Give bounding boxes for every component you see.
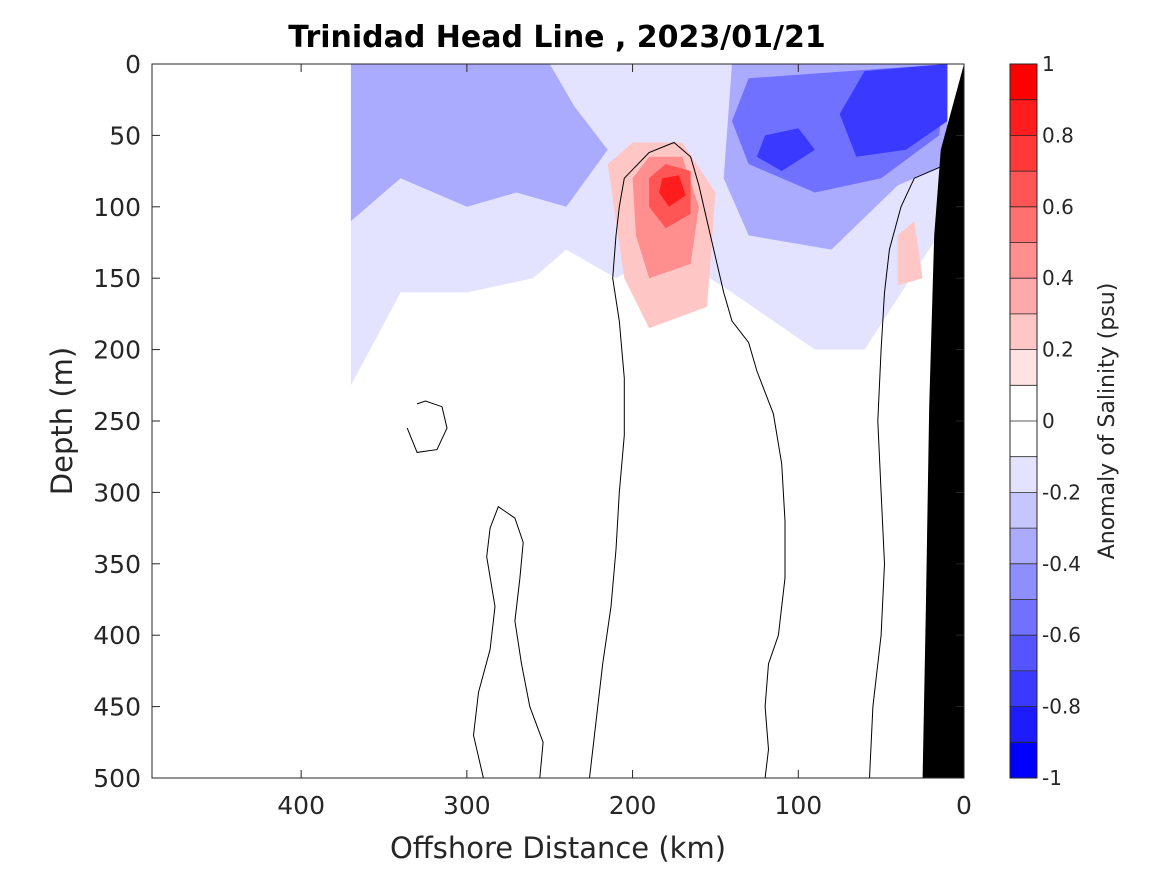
x-tick-label: 400 — [277, 791, 325, 820]
x-axis-label: Offshore Distance (km) — [390, 831, 726, 865]
salinity-fill-region-9 — [659, 175, 686, 207]
colorbar-segment — [1010, 171, 1037, 208]
colorbar-tick-label: 0.2 — [1042, 338, 1074, 362]
seafloor-shape — [922, 64, 964, 778]
zero-contour-line-0 — [406, 400, 448, 453]
colorbar-segment — [1010, 456, 1037, 493]
colorbar-tick-label: 0.4 — [1042, 266, 1074, 290]
colorbar-segment — [1010, 313, 1037, 351]
colorbar-segment — [1010, 670, 1037, 708]
x-tick-label: 0 — [956, 791, 972, 820]
zero-contour-line-2 — [589, 141, 786, 778]
zero-contour-line-1 — [472, 505, 544, 778]
colorbar-segment — [1010, 635, 1037, 672]
y-tick-label: 50 — [109, 121, 141, 150]
colorbar-tick-label: -0.8 — [1042, 695, 1081, 719]
colorbar-segment — [1010, 99, 1037, 136]
y-tick-label: 300 — [93, 478, 141, 507]
seafloor-bathymetry — [922, 64, 964, 778]
y-tick-label: 500 — [93, 764, 141, 793]
y-axis-label: Depth (m) — [45, 347, 79, 495]
colorbar-tick-label: -0.6 — [1042, 623, 1081, 647]
colorbar-segment — [1010, 421, 1037, 458]
y-tick-label: 150 — [93, 264, 141, 293]
colorbar-tick-label: 0.6 — [1042, 195, 1074, 219]
chart-title: Trinidad Head Line , 2023/01/21 — [288, 20, 825, 55]
x-axis-ticks: 400 300 200 100 0 — [277, 64, 972, 820]
colorbar-segment — [1010, 278, 1037, 315]
colorbar-tick-label: 0 — [1042, 409, 1055, 433]
y-tick-label: 0 — [125, 50, 141, 79]
salinity-fill-regions — [350, 64, 948, 386]
zero-contour-line-3 — [869, 149, 952, 778]
colorbar-tick-label: -0.4 — [1042, 552, 1081, 576]
colorbar-ticks: 1 0.8 0.6 0.4 0.2 0 -0.2 -0.4 -0.6 -0.8 -1 — [1010, 52, 1081, 790]
colorbar-segment — [1010, 385, 1037, 422]
colorbar-segment — [1010, 706, 1037, 743]
y-tick-label: 350 — [93, 550, 141, 579]
colorbar-label: Anomaly of Salinity (psu) — [1095, 283, 1120, 560]
y-tick-label: 200 — [93, 336, 141, 365]
colorbar-segment — [1010, 599, 1037, 636]
colorbar — [1009, 63, 1038, 779]
colorbar-segment — [1010, 64, 1037, 101]
colorbar-segment — [1010, 742, 1037, 779]
x-tick-label: 300 — [443, 791, 491, 820]
colorbar-tick-label: 1 — [1042, 52, 1055, 76]
y-tick-label: 450 — [93, 693, 141, 722]
colorbar-segment — [1010, 492, 1037, 529]
colorbar-segment — [1010, 135, 1037, 172]
colorbar-segment — [1010, 563, 1037, 600]
x-tick-label: 200 — [609, 791, 657, 820]
colorbar-segment — [1010, 349, 1037, 386]
salinity-fill-region-10 — [897, 221, 923, 286]
salinity-fill-region-5 — [839, 64, 948, 157]
y-tick-label: 100 — [93, 193, 141, 222]
colorbar-segment — [1010, 206, 1037, 243]
y-axis-ticks: 0 50 100 150 200 250 300 350 400 450 500 — [93, 50, 964, 793]
colorbar-tick-label: 0.8 — [1042, 123, 1074, 147]
colorbar-segment — [1010, 242, 1037, 279]
y-tick-label: 400 — [93, 621, 141, 650]
colorbar-segment — [1010, 528, 1037, 565]
x-tick-label: 100 — [774, 791, 822, 820]
colorbar-tick-label: -1 — [1042, 766, 1062, 790]
salinity-fill-region-1 — [350, 64, 608, 222]
y-tick-label: 250 — [93, 407, 141, 436]
salinity-fill-region-4 — [756, 128, 815, 172]
colorbar-tick-label: -0.2 — [1042, 480, 1081, 504]
